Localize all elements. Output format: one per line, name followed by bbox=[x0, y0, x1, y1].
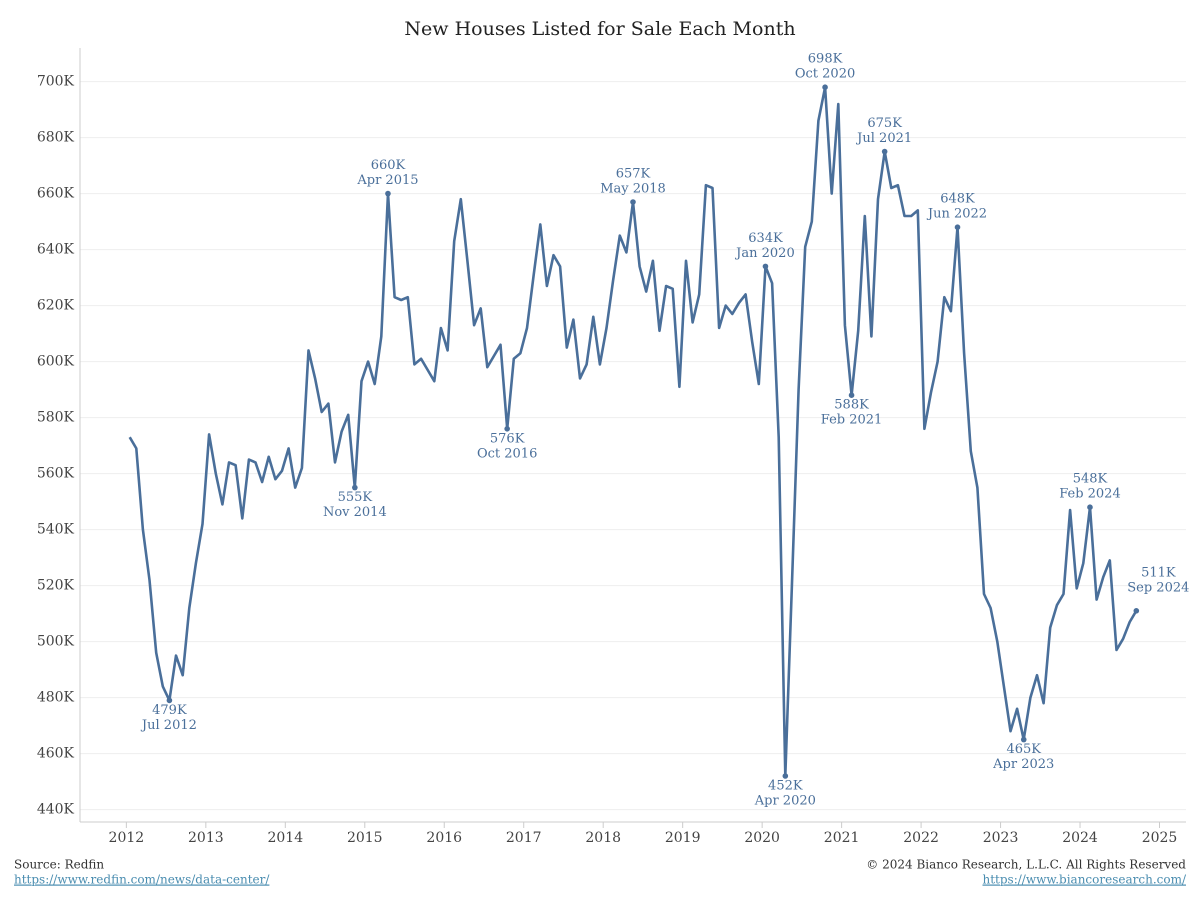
annotation-value: 648K bbox=[940, 192, 975, 207]
x-tick-label: 2025 bbox=[1142, 830, 1178, 846]
x-tick-label: 2016 bbox=[426, 830, 462, 846]
y-tick-label: 560K bbox=[37, 466, 75, 482]
annotation-dot bbox=[782, 773, 789, 779]
annotation-dot bbox=[1020, 736, 1027, 743]
annotation-date: Apr 2023 bbox=[992, 757, 1054, 772]
annotation-dot bbox=[1133, 608, 1140, 614]
x-tick-label: 2018 bbox=[585, 830, 621, 846]
chart-title: New Houses Listed for Sale Each Month bbox=[404, 18, 795, 40]
annotation-dot bbox=[504, 426, 510, 432]
source: Source: Redfin bbox=[14, 858, 104, 872]
x-tick-label: 2013 bbox=[188, 830, 224, 846]
annotation-value: 634K bbox=[748, 231, 783, 246]
y-tick-label: 640K bbox=[37, 242, 75, 258]
x-tick-label: 2012 bbox=[109, 830, 145, 846]
annotation-date: Oct 2020 bbox=[795, 67, 855, 82]
y-tick-label: 600K bbox=[37, 354, 75, 370]
annotation-dot bbox=[352, 484, 358, 491]
annotation-dot bbox=[881, 148, 888, 155]
y-tick-label: 540K bbox=[37, 522, 75, 538]
y-tick-label: 700K bbox=[37, 74, 75, 90]
x-tick-label: 2015 bbox=[347, 830, 383, 846]
annotation-date: Apr 2020 bbox=[754, 794, 816, 809]
y-tick-label: 660K bbox=[37, 186, 75, 202]
annotation-date: Feb 2021 bbox=[821, 413, 883, 428]
y-tick-label: 480K bbox=[37, 690, 75, 706]
annotation-date: May 2018 bbox=[600, 182, 666, 197]
annotation-value: 548K bbox=[1073, 472, 1108, 487]
annotation-value: 555K bbox=[338, 490, 373, 505]
annotation-date: Jul 2021 bbox=[855, 131, 912, 146]
x-tick-label: 2022 bbox=[903, 830, 939, 846]
copyright: © 2024 Bianco Research, L.L.C. All Right… bbox=[866, 858, 1186, 872]
y-tick-label: 440K bbox=[37, 802, 75, 818]
y-tick-label: 680K bbox=[37, 130, 75, 146]
annotation-dot bbox=[385, 190, 391, 197]
x-tick-label: 2024 bbox=[1062, 830, 1098, 846]
annotation-date: Sep 2024 bbox=[1127, 580, 1189, 595]
annotation-dot bbox=[166, 697, 173, 704]
annotation-date: Jan 2020 bbox=[734, 246, 795, 261]
x-tick-label: 2023 bbox=[983, 830, 1019, 846]
y-tick-label: 520K bbox=[37, 578, 75, 594]
source-link[interactable]: https://www.redfin.com/news/data-center/ bbox=[14, 873, 270, 887]
site-link[interactable]: https://www.biancoresearch.com/ bbox=[982, 873, 1186, 887]
annotation-date: Jul 2012 bbox=[140, 718, 197, 733]
x-tick-label: 2017 bbox=[506, 830, 542, 846]
y-tick-label: 460K bbox=[37, 746, 75, 762]
annotation-value: 576K bbox=[490, 431, 525, 446]
x-tick-label: 2014 bbox=[267, 830, 303, 846]
y-tick-label: 500K bbox=[37, 634, 75, 650]
annotation-dot bbox=[848, 392, 855, 399]
x-tick-label: 2021 bbox=[824, 830, 860, 846]
annotation-value: 511K bbox=[1141, 565, 1176, 580]
annotation-dot bbox=[822, 84, 828, 90]
annotation-date: Jun 2022 bbox=[926, 207, 987, 222]
annotation-dot bbox=[762, 263, 769, 270]
annotation-date: Feb 2024 bbox=[1059, 487, 1121, 502]
annotation-value: 465K bbox=[1006, 742, 1041, 757]
annotation-value: 698K bbox=[808, 52, 843, 67]
annotation-value: 479K bbox=[152, 703, 187, 718]
annotation-value: 588K bbox=[834, 398, 869, 413]
annotation-dot bbox=[1087, 504, 1093, 511]
x-tick-label: 2019 bbox=[665, 830, 701, 846]
y-tick-label: 620K bbox=[37, 298, 75, 314]
annotation-value: 452K bbox=[768, 779, 803, 794]
annotation-value: 660K bbox=[371, 158, 406, 173]
annotation-date: Nov 2014 bbox=[323, 505, 387, 520]
y-tick-label: 580K bbox=[37, 410, 75, 426]
x-tick-label: 2020 bbox=[744, 830, 780, 846]
annotation-dot bbox=[630, 199, 636, 205]
annotation-date: Oct 2016 bbox=[477, 446, 537, 461]
annotation-date: Apr 2015 bbox=[356, 173, 418, 188]
annotation-value: 657K bbox=[616, 167, 651, 182]
annotation-dot bbox=[954, 224, 961, 230]
annotation-value: 675K bbox=[867, 116, 902, 131]
